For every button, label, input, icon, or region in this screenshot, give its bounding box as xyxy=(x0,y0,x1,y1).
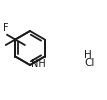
Text: NH: NH xyxy=(31,59,46,69)
Text: F: F xyxy=(3,23,9,33)
Text: Cl: Cl xyxy=(85,58,95,68)
Text: H: H xyxy=(84,50,92,60)
